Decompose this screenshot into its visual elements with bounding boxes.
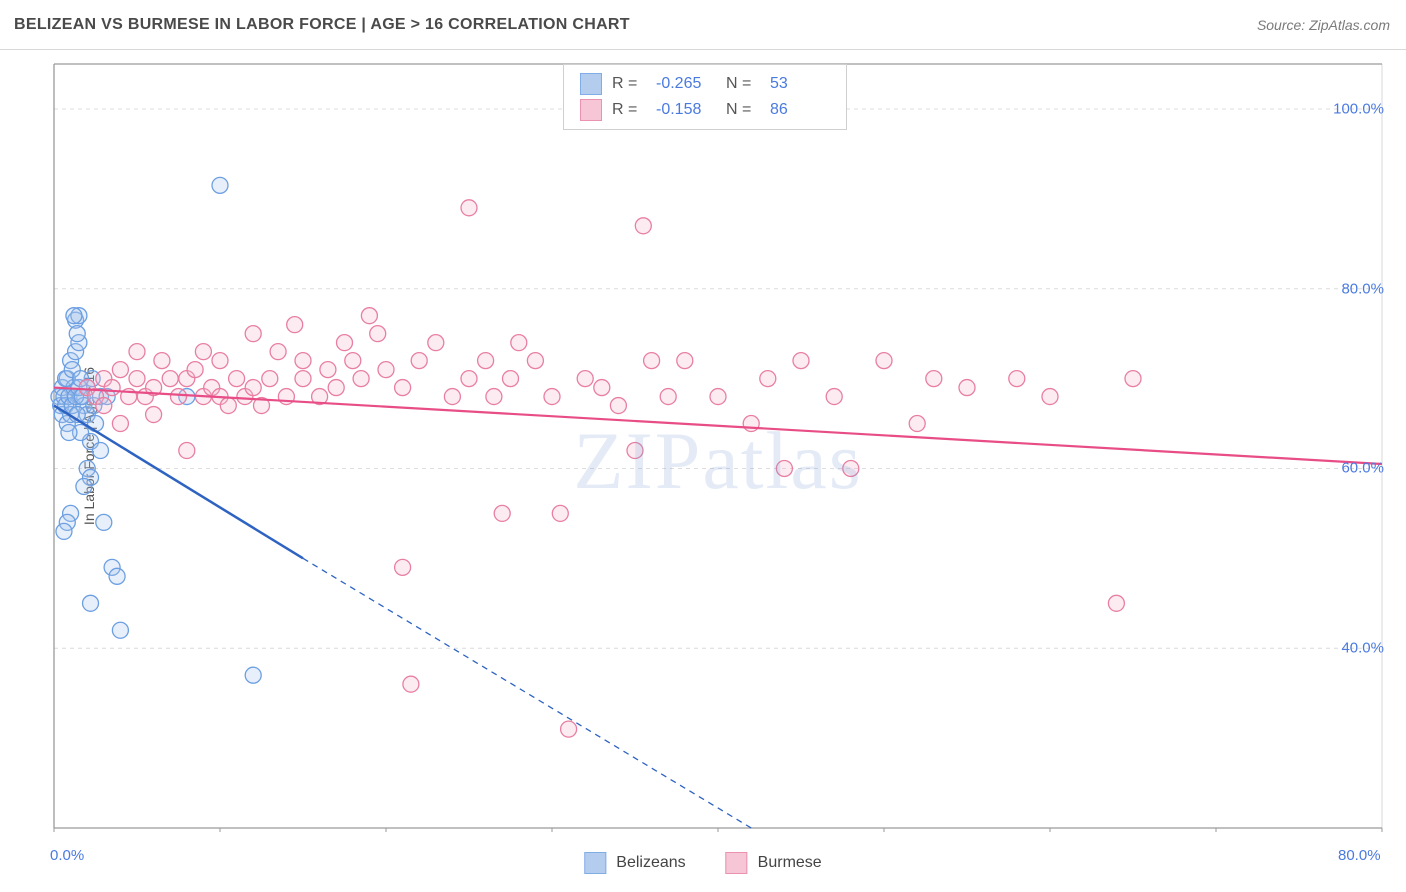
swatch-burmese	[580, 99, 602, 121]
x-tick-0: 0.0%	[50, 847, 84, 864]
legend-row-belizeans: R = -0.265 N = 53	[580, 71, 830, 97]
r-value-belizeans: -0.265	[656, 75, 716, 93]
y-tick-60: 60.0%	[1341, 460, 1384, 477]
swatch-belizeans	[580, 73, 602, 95]
r-label: R =	[612, 101, 646, 119]
legend-row-burmese: R = -0.158 N = 86	[580, 97, 830, 123]
legend-label-belizeans: Belizeans	[616, 854, 685, 872]
plot-area: ZIPatlas R = -0.265 N = 53 R = -0.158 N …	[50, 60, 1386, 832]
n-label: N =	[726, 75, 760, 93]
n-label: N =	[726, 101, 760, 119]
y-tick-40: 40.0%	[1341, 640, 1384, 657]
n-value-belizeans: 53	[770, 75, 830, 93]
legend-item-burmese: Burmese	[726, 852, 822, 874]
swatch-belizeans	[584, 852, 606, 874]
legend-item-belizeans: Belizeans	[584, 852, 685, 874]
chart-source: Source: ZipAtlas.com	[1257, 17, 1390, 33]
r-value-burmese: -0.158	[656, 101, 716, 119]
correlation-legend-box: R = -0.265 N = 53 R = -0.158 N = 86	[563, 64, 847, 130]
legend-label-burmese: Burmese	[758, 854, 822, 872]
y-tick-100: 100.0%	[1333, 100, 1384, 117]
n-value-burmese: 86	[770, 101, 830, 119]
chart-title: BELIZEAN VS BURMESE IN LABOR FORCE | AGE…	[14, 16, 630, 34]
y-tick-80: 80.0%	[1341, 280, 1384, 297]
series-legend: Belizeans Burmese	[584, 852, 821, 874]
swatch-burmese	[726, 852, 748, 874]
x-tick-80: 80.0%	[1338, 847, 1381, 864]
r-label: R =	[612, 75, 646, 93]
chart-header: BELIZEAN VS BURMESE IN LABOR FORCE | AGE…	[0, 0, 1406, 50]
scatter-plot-svg	[50, 60, 1386, 832]
